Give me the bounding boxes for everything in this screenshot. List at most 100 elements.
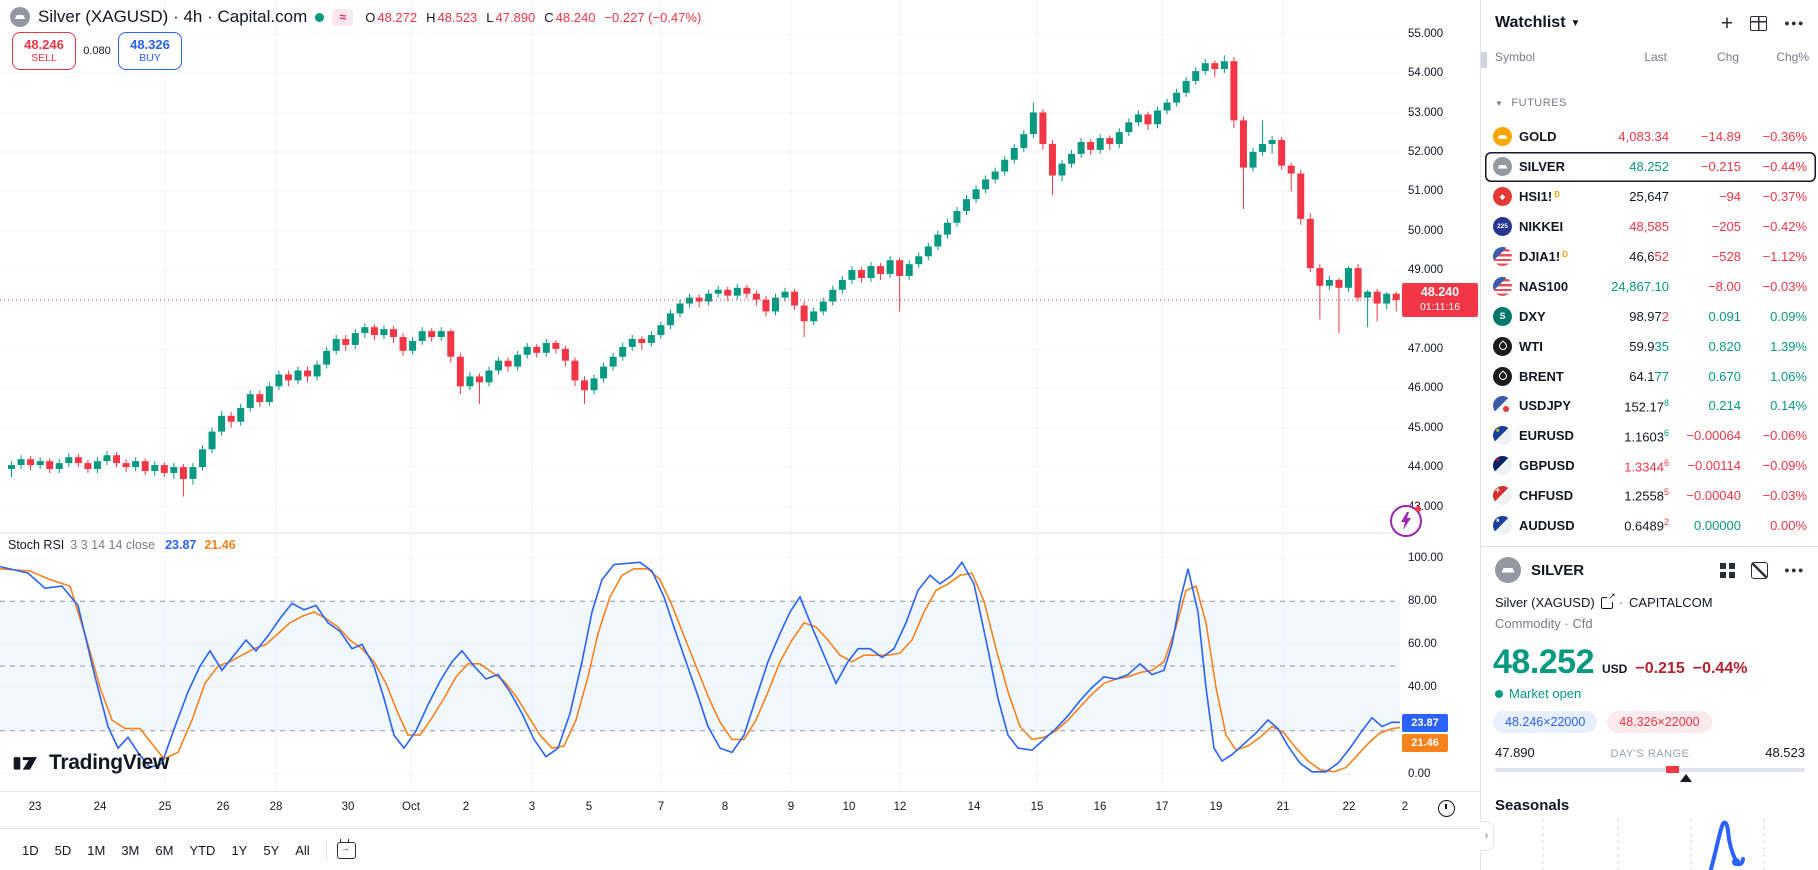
row-change-pct: 1.39% xyxy=(1770,338,1807,354)
row-symbol: GBPUSD xyxy=(1519,458,1575,474)
range-button-1m[interactable]: 1M xyxy=(87,842,106,858)
session-clock-icon[interactable] xyxy=(1438,800,1455,817)
row-change-pct: −0.36% xyxy=(1762,129,1807,145)
watchlist-row-chfusd[interactable]: CHFUSD 1.25585 −0.00040 −0.03% xyxy=(1485,481,1816,511)
row-change-pct: 0.14% xyxy=(1770,398,1807,414)
watchlist-row-wti[interactable]: WTI 59.935 0.820 1.39% xyxy=(1485,331,1816,361)
usdjpy-icon xyxy=(1493,396,1512,416)
stoch-rsi-legend[interactable]: Stoch RSI 3 3 14 14 close 23.87 21.46 xyxy=(8,538,236,552)
column-header-chg[interactable]: Chg% xyxy=(1776,50,1809,64)
external-link-icon[interactable] xyxy=(1600,590,1616,609)
time-tick: 9 xyxy=(787,801,795,813)
range-label: DAY'S RANGE xyxy=(1610,748,1690,760)
trade-panel: 48.246 SELL 0.080 48.326 BUY xyxy=(12,32,182,70)
row-change: −205 xyxy=(1711,219,1741,235)
watchlist-row-gold[interactable]: GOLD 4,083.34 −14.89 −0.36% xyxy=(1485,122,1816,152)
range-button-5d[interactable]: 5D xyxy=(54,842,72,858)
axis-label: 50.000 xyxy=(1408,225,1444,237)
stoch-legend-part: 21.46 xyxy=(204,538,236,552)
row-symbol: EURUSD xyxy=(1519,428,1574,444)
axis-label: 100.00 xyxy=(1408,552,1444,564)
time-tick: 3 xyxy=(528,801,536,813)
range-button-all[interactable]: All xyxy=(295,842,310,858)
watchlist-row-dxy[interactable]: S DXY 98.972 0.091 0.09% xyxy=(1485,301,1816,331)
price-scale[interactable]: 55.000 54.000 53.000 52.000 51.000 50.000 49.0… xyxy=(1400,0,1480,790)
sidebar-drag-handle[interactable] xyxy=(1481,52,1487,68)
go-to-date-icon[interactable] xyxy=(336,838,356,859)
approx-badge-icon[interactable]: ≈ xyxy=(332,8,354,26)
nikkei-icon: 225 xyxy=(1493,217,1512,237)
widget-grid-icon[interactable] xyxy=(1720,562,1736,578)
gold-icon xyxy=(1493,127,1512,147)
range-button-3m[interactable]: 3M xyxy=(121,842,140,858)
oil-icon xyxy=(1493,366,1512,386)
time-tick: 24 xyxy=(93,801,107,813)
time-tick: 21 xyxy=(1276,801,1290,813)
symbol-title[interactable]: Silver (XAGUSD) · 4h · Capital.com xyxy=(38,7,308,26)
time-scale[interactable]: 23 24 25 26 28 30 Oct 2 3 5 7 8 9 10 12 14 15 16 17 19 21 22 2 xyxy=(0,791,1480,828)
ohlc-part: 47.890 xyxy=(495,9,536,25)
row-change-pct: −0.42% xyxy=(1762,219,1807,235)
range-button-1d[interactable]: 1D xyxy=(22,842,39,858)
watchlist-sidebar: Watchlist ▼ + ●●● Symbol Last Chg Chg% ▼ FU… xyxy=(1480,0,1818,870)
row-change: −0.00114 xyxy=(1687,458,1741,474)
row-change: 0.214 xyxy=(1708,398,1741,414)
time-tick: 8 xyxy=(721,801,729,813)
buy-label: BUY xyxy=(139,52,161,65)
buy-button[interactable]: 48.326 BUY xyxy=(118,32,182,70)
watchlist-row-gbpusd[interactable]: GBPUSD 1.33446 −0.00114 −0.09% xyxy=(1485,451,1816,481)
collapse-sidebar-handle[interactable]: › xyxy=(1480,821,1494,851)
edit-note-icon[interactable] xyxy=(1751,561,1769,579)
details-symbol-link[interactable]: Silver (XAGUSD) xyxy=(1495,595,1595,610)
sell-price: 48.246 xyxy=(24,36,64,52)
layout-grid-icon[interactable] xyxy=(1750,15,1768,31)
details-currency: USD xyxy=(1602,662,1628,676)
watchlist-row-brent[interactable]: BRENT 64.177 0.670 1.06% xyxy=(1485,361,1816,391)
range-button-1y[interactable]: 1Y xyxy=(231,842,248,858)
watchlist-row-djia1[interactable]: DJIA1! D 46,652 −528 −1.12% xyxy=(1485,242,1816,272)
watchlist-row-usdjpy[interactable]: USDJPY 152.178 0.214 0.14% xyxy=(1485,391,1816,421)
row-change-pct: 1.06% xyxy=(1770,368,1807,384)
details-exchange: CAPITALCOM xyxy=(1629,595,1713,610)
section-futures[interactable]: ▼ FUTURES xyxy=(1495,97,1567,109)
column-header-symbol[interactable]: Symbol xyxy=(1495,50,1536,64)
audusd-icon xyxy=(1493,516,1512,536)
range-button-6m[interactable]: 6M xyxy=(155,842,174,858)
watchlist-row-hsi1[interactable]: ◆ HSI1! D 25,647 −94 −0.37% xyxy=(1485,182,1816,212)
more-options-icon[interactable]: ●●● xyxy=(1784,565,1805,575)
watchlist-row-nas100[interactable]: NAS100 24,867.10 −8.00 −0.03% xyxy=(1485,271,1816,301)
ask-size-pill[interactable]: 48.326×22000 xyxy=(1607,711,1712,733)
range-button-ytd[interactable]: YTD xyxy=(189,842,216,858)
row-last: 1.33446 xyxy=(1624,457,1669,474)
sell-button[interactable]: 48.246 SELL xyxy=(12,32,76,70)
watchlist-row-silver[interactable]: SILVER 48.252 −0.215 −0.44% xyxy=(1485,152,1816,182)
row-symbol: BRENT xyxy=(1519,368,1564,384)
seasonals-chart[interactable] xyxy=(1489,819,1813,870)
row-change: −0.00040 xyxy=(1686,488,1741,504)
watchlist-row-audusd[interactable]: AUDUSD 0.64892 0.00000 0.00% xyxy=(1485,511,1816,541)
delayed-badge: D xyxy=(1562,250,1568,259)
row-symbol: NIKKEI xyxy=(1519,219,1564,235)
row-last: 152.178 xyxy=(1624,397,1669,415)
watchlist-row-nikkei[interactable]: 225 NIKKEI 48,585 −205 −0.42% xyxy=(1485,212,1816,242)
last-price: 48.240 xyxy=(1420,285,1460,299)
column-header-last[interactable]: Last xyxy=(1644,50,1667,64)
row-last: 48,585 xyxy=(1629,219,1669,235)
axis-label: 45.000 xyxy=(1408,422,1444,434)
bid-size-pill[interactable]: 48.246×22000 xyxy=(1493,711,1598,733)
column-header-chg[interactable]: Chg xyxy=(1716,50,1739,64)
row-change: −94 xyxy=(1718,189,1741,205)
watchlist-row-eurusd[interactable]: EURUSD 1.16036 −0.00064 −0.06% xyxy=(1485,421,1816,451)
time-tick: 10 xyxy=(842,801,856,813)
add-symbol-icon[interactable]: + xyxy=(1720,11,1734,35)
spread-value: 0.080 xyxy=(83,45,111,57)
flash-trade-icon[interactable] xyxy=(1390,505,1422,537)
candlestick-chart[interactable] xyxy=(0,0,1400,791)
range-button-5y[interactable]: 5Y xyxy=(263,842,280,858)
seasonals-title: Seasonals xyxy=(1495,797,1570,814)
axis-label: 54.000 xyxy=(1408,67,1444,79)
tradingview-logo[interactable]: TradingView xyxy=(12,750,169,776)
row-last: 0.64892 xyxy=(1624,517,1669,534)
watchlist-title[interactable]: Watchlist xyxy=(1495,14,1566,31)
more-options-icon[interactable]: ●●● xyxy=(1784,18,1805,28)
